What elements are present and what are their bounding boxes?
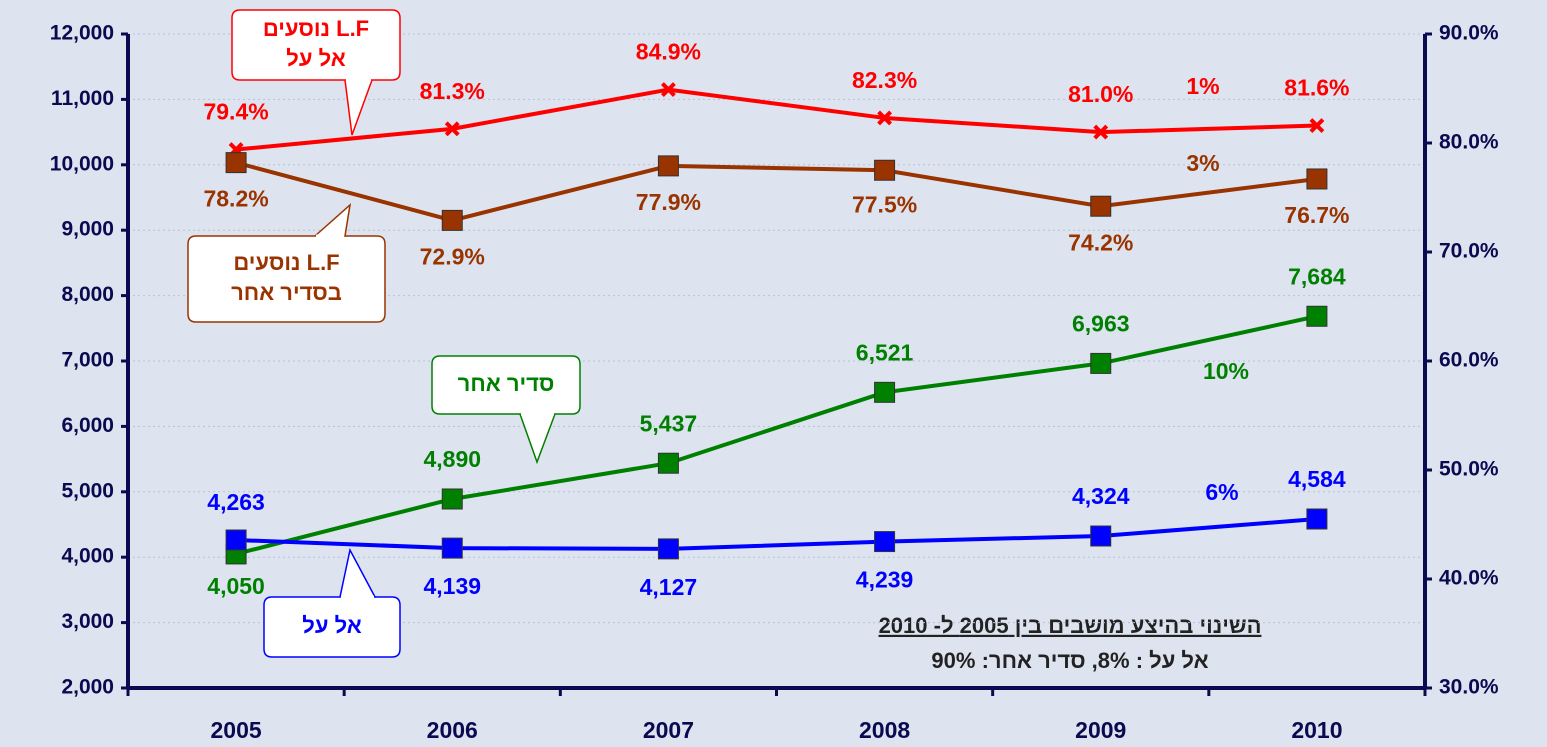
y-tick-label: 7,000: [61, 349, 114, 372]
value-label: 6,521: [856, 339, 914, 365]
marker: [1090, 195, 1112, 217]
x-tick-label: 2007: [643, 717, 694, 743]
callout-pointer: [519, 413, 556, 465]
marker: [1093, 124, 1109, 140]
x-tick-label: 2009: [1075, 717, 1126, 743]
callout: [231, 9, 401, 81]
y-tick-label: 8,000: [61, 283, 114, 306]
y2-tick-label: 50.0%: [1439, 458, 1499, 481]
y-tick-label: 4,000: [61, 545, 114, 568]
callout: [431, 355, 581, 415]
value-label: 81.3%: [420, 78, 485, 104]
y-tick-label: 9,000: [61, 218, 114, 241]
value-label: 78.2%: [203, 186, 268, 212]
annotation: 3%: [1186, 150, 1219, 176]
y-tick-label: 3,000: [61, 610, 114, 633]
marker: [661, 82, 676, 98]
x-tick-label: 2010: [1291, 717, 1342, 743]
value-label: 7,684: [1288, 263, 1346, 289]
marker: [1309, 118, 1325, 133]
marker: [1306, 508, 1328, 530]
y-tick-label: 6,000: [61, 414, 114, 437]
value-label: 4,584: [1288, 466, 1346, 492]
note-text: אל על : 8%, סדיר אחר: 90%: [931, 648, 1208, 673]
x-tick-label: 2008: [859, 717, 910, 743]
callout: [187, 235, 386, 323]
series-line: [235, 87, 1317, 152]
y2-tick-label: 80.0%: [1439, 131, 1499, 154]
marker: [657, 538, 679, 560]
marker: [1090, 525, 1112, 547]
marker: [874, 159, 896, 181]
value-label: 6,963: [1072, 310, 1130, 336]
y2-tick-label: 60.0%: [1439, 349, 1499, 372]
y-tick-label: 5,000: [61, 479, 114, 502]
marker: [444, 121, 460, 137]
value-label: 72.9%: [420, 243, 485, 269]
value-label: 4,890: [423, 446, 481, 472]
y-tick-label: 12,000: [50, 22, 114, 45]
y-tick-label: 11,000: [51, 87, 114, 110]
value-label: 4,050: [207, 573, 265, 599]
value-label: 79.4%: [203, 99, 268, 125]
marker: [1090, 352, 1112, 374]
value-label: 76.7%: [1284, 202, 1349, 228]
series-label: L.F נוסעים: [233, 250, 339, 275]
marker: [441, 488, 463, 510]
value-label: 82.3%: [852, 67, 917, 93]
marker: [657, 155, 679, 177]
marker: [225, 152, 247, 174]
y2-tick-label: 90.0%: [1439, 22, 1499, 45]
marker: [657, 452, 679, 474]
y2-tick-label: 70.0%: [1439, 240, 1499, 263]
marker: [877, 110, 892, 126]
marker: [441, 537, 463, 559]
value-label: 81.6%: [1284, 75, 1349, 101]
value-label: 5,437: [640, 410, 698, 436]
series-label: בסדיר אחר: [231, 280, 342, 305]
value-label: 77.5%: [852, 191, 917, 217]
value-label: 4,139: [423, 573, 481, 599]
marker: [441, 209, 463, 231]
value-label: 4,324: [1072, 483, 1130, 509]
series-label: סדיר אחר: [458, 371, 555, 396]
value-label: 4,239: [856, 567, 914, 593]
callout-pointer: [314, 203, 352, 237]
value-label: 4,263: [207, 489, 265, 515]
value-label: 74.2%: [1068, 229, 1133, 255]
y-tick-label: 10,000: [50, 152, 114, 175]
callout: [263, 596, 401, 658]
y2-tick-label: 40.0%: [1439, 567, 1499, 590]
note-title: השינוי בהיצע מושבים בין 2005 ל- 2010: [879, 613, 1262, 638]
series-label: אל על: [302, 613, 361, 638]
x-tick-label: 2006: [427, 717, 478, 743]
value-label: 84.9%: [636, 39, 701, 65]
annotation: 6%: [1205, 479, 1238, 505]
callout-pointer: [339, 547, 376, 598]
y2-tick-label: 30.0%: [1439, 676, 1499, 699]
value-label: 81.0%: [1068, 81, 1133, 107]
value-label: 77.9%: [636, 189, 701, 215]
marker: [1306, 305, 1328, 327]
series-line: [236, 517, 1318, 551]
callout-pointer: [344, 79, 373, 136]
annotation: 10%: [1203, 358, 1249, 384]
annotation: 1%: [1186, 73, 1219, 99]
series-line: [235, 314, 1318, 556]
series-line: [235, 160, 1318, 223]
marker: [874, 381, 896, 403]
marker: [874, 531, 896, 553]
value-label: 4,127: [640, 574, 698, 600]
marker: [1306, 168, 1328, 190]
x-tick-label: 2005: [210, 717, 261, 743]
series-label: L.F נוסעים: [263, 16, 369, 41]
marker: [225, 529, 247, 551]
y-tick-label: 2,000: [61, 676, 114, 699]
series-label: אל על: [286, 46, 345, 71]
